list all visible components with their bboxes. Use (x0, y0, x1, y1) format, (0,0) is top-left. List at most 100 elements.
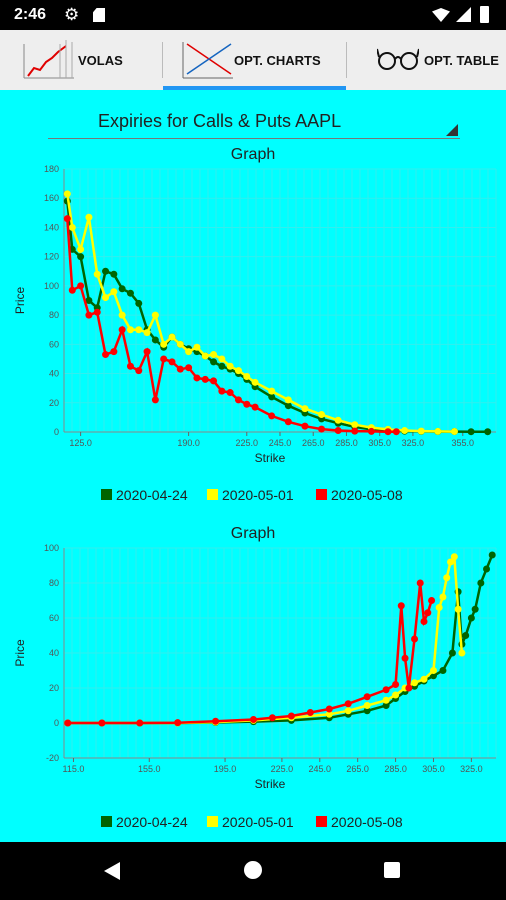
home-icon[interactable] (244, 861, 262, 879)
data-point (249, 716, 257, 723)
data-point (363, 707, 371, 715)
data-point (284, 418, 292, 426)
tab-divider (346, 42, 347, 78)
data-point (287, 712, 295, 720)
data-point (143, 348, 151, 356)
data-point (85, 297, 93, 304)
data-point (168, 358, 176, 366)
y-tick-label: 60 (49, 613, 59, 623)
tab-volas[interactable]: VOLAS (0, 30, 162, 90)
data-point (334, 416, 342, 424)
data-point (226, 362, 234, 370)
data-point (351, 421, 359, 429)
data-point (417, 427, 425, 435)
data-point (448, 649, 456, 657)
x-axis-label: Strike (255, 777, 286, 791)
tab-bar: VOLAS OPT. CHARTS OPT. TABLE (0, 30, 506, 90)
data-point (174, 719, 182, 727)
data-point (450, 428, 458, 436)
data-point (467, 428, 475, 436)
data-point (268, 714, 276, 722)
back-icon[interactable] (104, 862, 120, 880)
option-chart-icon (182, 42, 233, 79)
expiry-spinner[interactable]: Expiries for Calls & Puts AAPL (48, 108, 460, 139)
y-tick-label: 140 (44, 222, 59, 232)
data-point (439, 667, 447, 674)
data-point (420, 675, 428, 683)
glasses-icon (377, 48, 419, 70)
tab-opt-table[interactable]: OPT. TABLE (347, 30, 506, 90)
data-point (363, 693, 371, 701)
data-point (102, 267, 110, 275)
data-point (63, 190, 71, 198)
data-point (160, 355, 168, 363)
legend-entry: 2020-05-08 (331, 487, 403, 503)
legend-entry: 2020-05-01 (222, 487, 294, 503)
x-tick-label: 115.0 (63, 764, 85, 774)
y-tick-label: 0 (54, 427, 59, 437)
data-point (193, 343, 201, 351)
legend-entry: 2020-05-01 (222, 814, 294, 830)
x-tick-label: 305.0 (368, 438, 391, 448)
data-point (411, 679, 419, 687)
data-point (424, 609, 432, 617)
puts-chart[interactable]: Graph -20 0 20 40 60 80 100 115.0 155.0 195.0 225.0… (0, 518, 506, 836)
data-point (63, 215, 71, 223)
data-point (210, 351, 218, 359)
data-point (435, 604, 443, 611)
data-point (467, 614, 475, 622)
data-point (392, 691, 400, 699)
data-point (93, 308, 101, 316)
data-point (318, 410, 326, 418)
data-point (218, 387, 226, 395)
data-point (450, 553, 458, 561)
data-point (126, 362, 134, 370)
y-axis-label: Price (13, 287, 27, 315)
y-tick-label: 60 (49, 339, 59, 349)
data-point (168, 333, 176, 341)
series-line (66, 193, 455, 433)
data-point (118, 285, 126, 293)
x-tick-label: 245.0 (309, 764, 332, 774)
data-point (98, 719, 106, 727)
series-line (67, 582, 433, 725)
tab-label-volas: VOLAS (78, 53, 123, 68)
x-tick-label: 245.0 (269, 438, 292, 448)
data-point (411, 635, 419, 643)
gear-icon: ⚙ (64, 5, 80, 24)
tab-divider (162, 42, 163, 78)
data-point (151, 396, 159, 404)
data-point (110, 288, 118, 296)
data-point (443, 574, 451, 582)
x-tick-label: 190.0 (177, 438, 200, 448)
data-point (284, 402, 292, 410)
x-tick-label: 225.0 (271, 764, 294, 774)
data-point (471, 605, 479, 613)
data-point (301, 405, 309, 413)
y-tick-label: 20 (49, 683, 59, 693)
y-tick-label: 160 (44, 193, 59, 203)
data-point (243, 400, 251, 408)
data-point (401, 427, 409, 435)
x-axis-label: Strike (255, 451, 286, 465)
data-point (382, 696, 390, 704)
data-point (447, 558, 455, 566)
recent-apps-icon[interactable] (384, 862, 400, 878)
data-point (210, 377, 218, 385)
x-tick-label: 265.0 (302, 438, 325, 448)
active-tab-indicator (163, 86, 346, 90)
legend-swatch (316, 489, 327, 500)
x-tick-label: 265.0 (346, 764, 369, 774)
data-point (251, 378, 259, 386)
chart-title: Graph (231, 146, 275, 163)
tab-opt-charts[interactable]: OPT. CHARTS (163, 30, 346, 90)
x-tick-label: 125.0 (69, 438, 92, 448)
legend-swatch (207, 816, 218, 827)
data-point (135, 299, 143, 307)
data-point (477, 579, 485, 587)
series-line (66, 200, 488, 433)
data-point (110, 270, 118, 278)
legend-entry: 2020-05-08 (331, 814, 403, 830)
data-point (325, 705, 333, 713)
calls-chart[interactable]: Graph 0 20 40 60 80 100 120 140 160 180 125.0 190.0 2… (0, 140, 506, 510)
